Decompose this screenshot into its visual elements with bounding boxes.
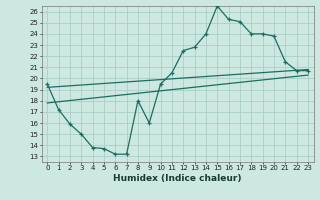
X-axis label: Humidex (Indice chaleur): Humidex (Indice chaleur) [113, 174, 242, 183]
